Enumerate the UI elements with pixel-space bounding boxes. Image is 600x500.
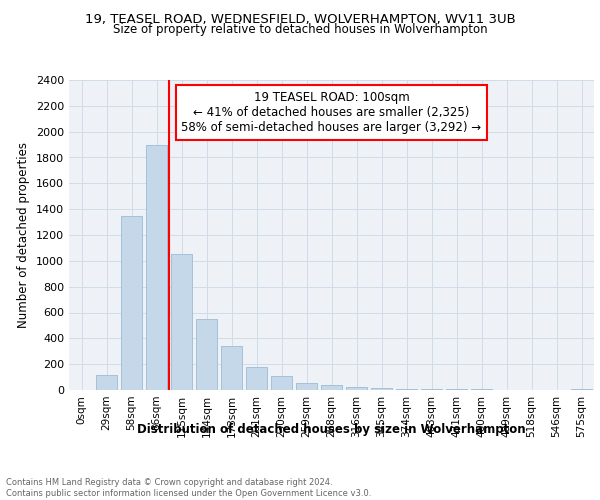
Bar (371, 388, 392, 390)
Bar (346, 388, 367, 390)
Bar (221, 346, 242, 390)
Bar (421, 389, 442, 390)
Text: Distribution of detached houses by size in Wolverhampton: Distribution of detached houses by size … (137, 422, 526, 436)
Bar (96, 374, 117, 390)
Bar (196, 319, 217, 390)
Text: 19, TEASEL ROAD, WEDNESFIELD, WOLVERHAMPTON, WV11 3UB: 19, TEASEL ROAD, WEDNESFIELD, WOLVERHAMP… (85, 12, 515, 26)
Bar (271, 376, 292, 390)
Bar (471, 388, 492, 390)
Bar (321, 386, 342, 390)
Bar (121, 216, 142, 390)
Bar (396, 388, 417, 390)
Text: Size of property relative to detached houses in Wolverhampton: Size of property relative to detached ho… (113, 22, 487, 36)
Text: Contains HM Land Registry data © Crown copyright and database right 2024.
Contai: Contains HM Land Registry data © Crown c… (6, 478, 371, 498)
Bar (246, 368, 267, 390)
Text: 19 TEASEL ROAD: 100sqm
← 41% of detached houses are smaller (2,325)
58% of semi-: 19 TEASEL ROAD: 100sqm ← 41% of detached… (181, 91, 482, 134)
Bar (171, 254, 192, 390)
Bar (146, 144, 167, 390)
Bar (296, 383, 317, 390)
Y-axis label: Number of detached properties: Number of detached properties (17, 142, 31, 328)
